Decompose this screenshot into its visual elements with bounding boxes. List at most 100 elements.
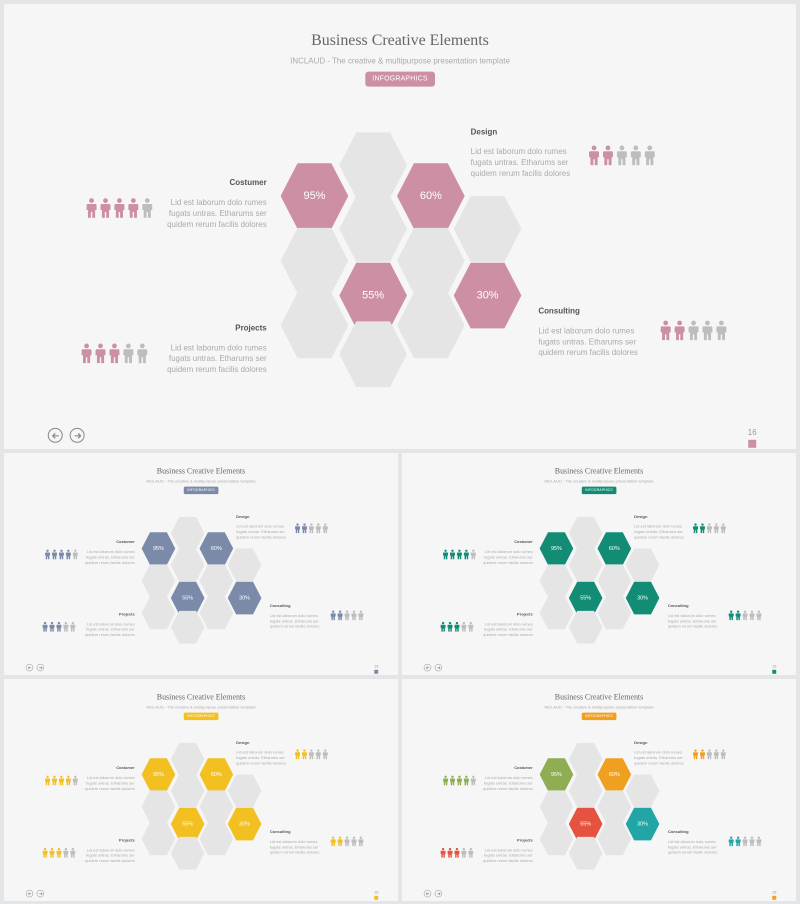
hexagon-grid: 95% 60% 55% 30% <box>402 453 796 674</box>
prev-button[interactable] <box>25 889 34 898</box>
projects-title: Projects <box>235 323 267 333</box>
infographics-badge: INFOGRAPHICS <box>365 71 435 87</box>
hexagon-empty <box>597 822 632 856</box>
projects-title: Projects <box>517 611 533 617</box>
design-block: Design Lid est laborum dolo rumes fugats… <box>236 740 287 766</box>
slide-thumbnail[interactable]: Business Creative Elements INCLAUD - The… <box>402 453 796 675</box>
person-icon <box>95 343 106 364</box>
consulting-title: Consulting <box>269 829 291 834</box>
person-icon <box>456 775 462 786</box>
person-icon <box>49 847 55 858</box>
person-icon <box>58 549 64 560</box>
hexagon-consulting <box>227 581 262 615</box>
person-icon <box>749 610 755 621</box>
person-icon <box>58 775 64 786</box>
person-icon <box>301 523 307 534</box>
slide-title: Business Creative Elements <box>554 466 644 476</box>
projects-people <box>81 343 149 364</box>
prev-button[interactable] <box>25 663 34 672</box>
consulting-text: Lid est laborum dolo rumes fugats untras… <box>667 613 718 629</box>
costumer-people <box>443 775 477 786</box>
design-people <box>693 523 727 534</box>
person-icon <box>728 836 734 847</box>
design-block: Design Lid est laborum dolo rumes fugats… <box>471 127 574 179</box>
projects-text: Lid est laborum dolo rumes fugats untras… <box>167 343 267 375</box>
design-block: Design Lid est laborum dolo rumes fugats… <box>634 514 685 540</box>
projects-text: Lid est laborum dolo rumes fugats untras… <box>85 621 135 638</box>
next-button[interactable] <box>434 889 443 898</box>
prev-button[interactable] <box>47 427 63 443</box>
person-icon <box>70 847 76 858</box>
next-button[interactable] <box>36 889 45 898</box>
prev-button[interactable] <box>423 663 432 672</box>
next-button[interactable] <box>434 663 443 672</box>
hexagon-empty <box>170 516 205 550</box>
person-icon <box>674 320 685 341</box>
consulting-people <box>728 836 762 847</box>
consulting-block: Consulting Lid est laborum dolo rumes fu… <box>668 603 719 629</box>
consulting-block: Consulting Lid est laborum dolo rumes fu… <box>538 306 641 358</box>
person-icon <box>351 836 357 847</box>
arrow-left-icon <box>425 666 429 670</box>
hexagon-projects <box>568 807 603 841</box>
consulting-title: Consulting <box>667 829 689 834</box>
projects-block: Projects Lid est laborum dolo rumes fuga… <box>163 323 267 375</box>
next-button[interactable] <box>69 427 85 443</box>
consulting-block: Consulting Lid est laborum dolo rumes fu… <box>270 603 321 629</box>
hexagon-empty <box>568 836 603 870</box>
costumer-text: Lid est laborum dolo rumes fugats untras… <box>483 775 533 791</box>
person-icon <box>450 549 455 560</box>
arrow-right-icon <box>436 666 441 670</box>
person-icon <box>756 610 762 621</box>
person-icon <box>315 523 321 534</box>
projects-title: Projects <box>119 837 135 843</box>
person-icon <box>344 836 350 847</box>
person-icon <box>295 523 301 534</box>
hexagon-empty <box>625 548 660 582</box>
person-icon <box>114 198 125 218</box>
person-icon <box>706 523 712 534</box>
hexagon-svg <box>539 516 660 644</box>
person-icon <box>443 775 449 786</box>
hexagon-empty <box>625 774 660 808</box>
hexagon-empty <box>539 822 574 856</box>
hexagon-empty <box>227 548 262 582</box>
hexagon-projects <box>568 581 603 615</box>
person-icon <box>81 343 92 364</box>
person-icon <box>660 320 671 341</box>
person-icon <box>351 610 357 621</box>
arrow-left-icon <box>51 432 59 439</box>
hexagon-design <box>597 758 632 791</box>
costumer-title: Costumer <box>514 539 533 545</box>
person-icon <box>468 621 474 632</box>
hexagon-svg <box>141 742 262 870</box>
hexagon-empty <box>170 836 205 870</box>
projects-block: Projects Lid est laborum dolo rumes fuga… <box>481 838 533 864</box>
person-icon <box>463 775 469 786</box>
hexagon-empty <box>568 774 603 808</box>
design-title: Design <box>634 514 648 519</box>
prev-button[interactable] <box>423 889 432 898</box>
person-icon <box>713 523 719 534</box>
person-icon <box>749 836 755 847</box>
person-icon <box>630 145 641 166</box>
person-icon <box>330 836 336 847</box>
projects-title: Projects <box>119 611 135 617</box>
next-button[interactable] <box>36 663 45 672</box>
person-icon <box>45 775 51 786</box>
slide-title: Business Creative Elements <box>554 692 644 702</box>
slide-title: Business Creative Elements <box>311 31 489 49</box>
slide-thumbnail[interactable]: Business Creative Elements INCLAUD - The… <box>4 453 398 675</box>
hexagon-empty <box>339 132 407 199</box>
slide-thumbnail[interactable]: Business Creative Elements INCLAUD - The… <box>402 679 796 901</box>
hexagon-costumer <box>280 163 349 229</box>
person-icon <box>699 749 705 760</box>
person-icon <box>72 549 78 560</box>
slide-subtitle: INCLAUD - The creative & multipurpose pr… <box>544 479 654 484</box>
person-icon <box>63 847 69 858</box>
hexagon-empty <box>568 548 603 582</box>
slide-thumbnail[interactable]: Business Creative Elements INCLAUD - The… <box>4 679 398 901</box>
design-title: Design <box>236 740 250 745</box>
hexagon-design <box>597 532 632 565</box>
person-icon <box>49 621 55 632</box>
